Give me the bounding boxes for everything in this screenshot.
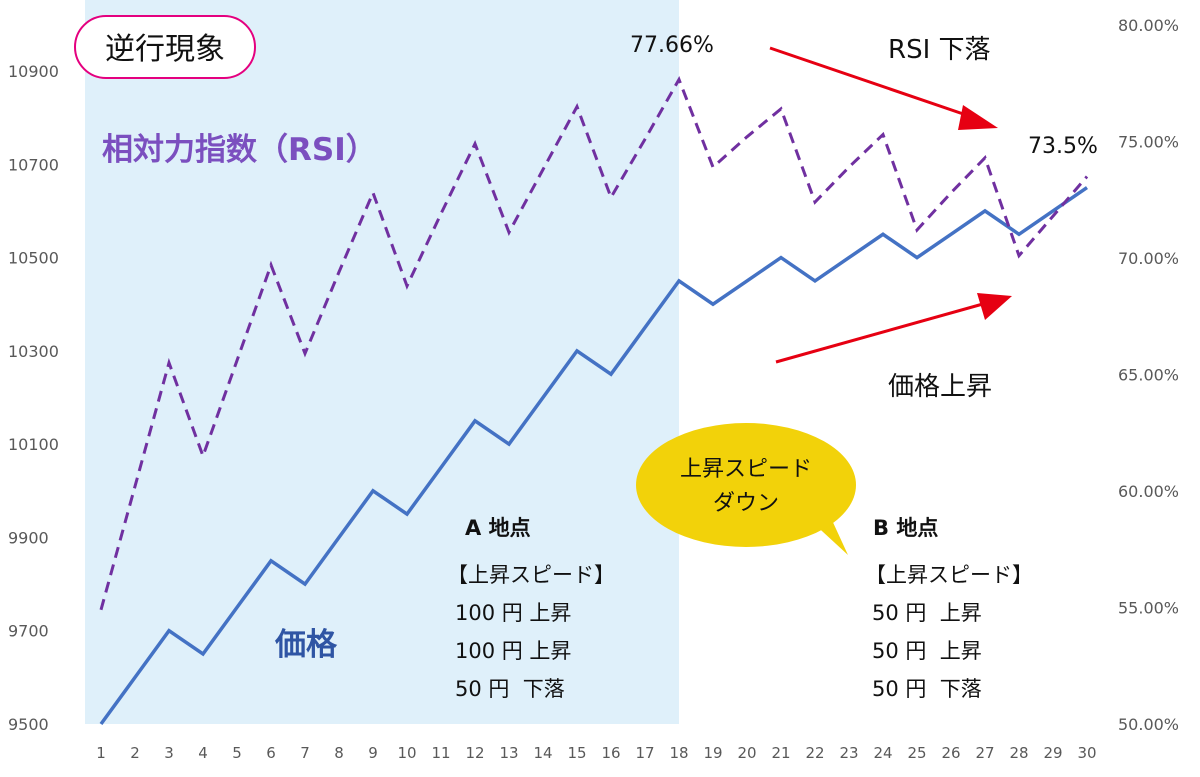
x-tick-label: 12 — [465, 744, 484, 762]
right-tick-label: 70.00% — [1118, 249, 1179, 268]
point-b-line: 【上昇スピード】 — [865, 563, 1033, 587]
x-tick-label: 29 — [1043, 744, 1062, 762]
left-tick-label: 10900 — [8, 62, 59, 81]
rsi-down-label: RSI 下落 — [888, 35, 991, 65]
x-tick-label: 19 — [703, 744, 722, 762]
x-tick-label: 14 — [533, 744, 552, 762]
rsi-line — [99, 76, 1089, 611]
point-a-line: 【上昇スピード】 — [447, 563, 615, 587]
x-tick-label: 15 — [567, 744, 586, 762]
point-b-line: 50 円 下落 — [872, 677, 982, 701]
left-tick-label: 9500 — [8, 715, 49, 734]
point-b-note: B 地点 【上昇スピード】 50 円 上昇 50 円 上昇 50 円 下落 — [865, 516, 1033, 701]
x-tick-label: 9 — [368, 744, 378, 762]
point-a-line: 100 円 上昇 — [455, 601, 571, 625]
left-tick-label: 10700 — [8, 155, 59, 174]
right-axis: 50.00% 55.00% 60.00% 65.00% 70.00% 75.00% 80.0… — [1118, 16, 1179, 734]
price-line — [99, 186, 1088, 726]
x-tick-label: 2 — [130, 744, 140, 762]
x-tick-label: 28 — [1009, 744, 1028, 762]
x-tick-label: 30 — [1077, 744, 1096, 762]
x-tick-label: 11 — [431, 744, 450, 762]
rsi-down-arrow — [769, 46, 998, 130]
right-tick-label: 60.00% — [1118, 482, 1179, 501]
x-tick-label: 6 — [266, 744, 276, 762]
left-axis: 9500 9700 9900 10100 10300 10500 10700 10900 — [8, 62, 59, 734]
x-tick-label: 16 — [601, 744, 620, 762]
point-b-line: 50 円 上昇 — [872, 639, 982, 663]
x-tick-label: 20 — [737, 744, 756, 762]
right-tick-label: 55.00% — [1118, 599, 1179, 618]
point-a-note: A 地点 【上昇スピード】 100 円 上昇 100 円 上昇 50 円 下落 — [447, 516, 615, 701]
title-box — [74, 15, 256, 79]
x-tick-label: 4 — [198, 744, 208, 762]
x-tick-label: 18 — [669, 744, 688, 762]
right-tick-label: 75.00% — [1118, 133, 1179, 152]
x-tick-label: 7 — [300, 744, 310, 762]
right-tick-label: 65.00% — [1118, 366, 1179, 385]
right-tick-label: 50.00% — [1118, 715, 1179, 734]
bubble-line-2: ダウン — [713, 491, 779, 516]
x-tick-label: 26 — [941, 744, 960, 762]
point-a-line: 100 円 上昇 — [455, 639, 571, 663]
x-tick-label: 8 — [334, 744, 344, 762]
series-lines — [99, 76, 1089, 726]
x-tick-label: 23 — [839, 744, 858, 762]
x-tick-label: 10 — [397, 744, 416, 762]
shaded-region — [85, 0, 679, 724]
rsi-series-label: 相対力指数（RSI） — [102, 132, 377, 168]
x-tick-label: 13 — [499, 744, 518, 762]
right-tick-label: 80.00% — [1118, 16, 1179, 35]
point-b-line: 50 円 上昇 — [872, 601, 982, 625]
price-series-label: 価格 — [274, 627, 338, 663]
point-a-title: A 地点 — [465, 516, 531, 540]
x-tick-label: 17 — [635, 744, 654, 762]
speech-bubble: 上昇スピード ダウン — [636, 423, 856, 555]
bubble-line-1: 上昇スピード — [680, 457, 812, 482]
x-tick-label: 24 — [873, 744, 892, 762]
peak-label: 77.66% — [630, 33, 714, 58]
title-text: 逆行現象 — [105, 32, 225, 67]
x-tick-label: 21 — [771, 744, 790, 762]
point-a-line: 50 円 下落 — [455, 677, 565, 701]
x-tick-label: 25 — [907, 744, 926, 762]
x-tick-label: 3 — [164, 744, 174, 762]
price-up-arrow — [775, 293, 1012, 364]
x-tick-label: 22 — [805, 744, 824, 762]
point-b-title: B 地点 — [873, 516, 938, 540]
left-tick-label: 10100 — [8, 435, 59, 454]
price-up-label: 価格上昇 — [888, 372, 992, 402]
left-tick-label: 9700 — [8, 622, 49, 641]
x-tick-label: 5 — [232, 744, 242, 762]
x-tick-label: 1 — [96, 744, 106, 762]
left-tick-label: 10300 — [8, 342, 59, 361]
x-axis: 1 2 3 4 5 6 7 8 9 10 11 12 13 14 15 16 17 18 19 20 21 22 23 24 2… — [96, 744, 1096, 762]
left-tick-label: 10500 — [8, 249, 59, 268]
end-label: 73.5% — [1028, 134, 1098, 159]
left-tick-label: 9900 — [8, 528, 49, 547]
x-tick-label: 27 — [975, 744, 994, 762]
